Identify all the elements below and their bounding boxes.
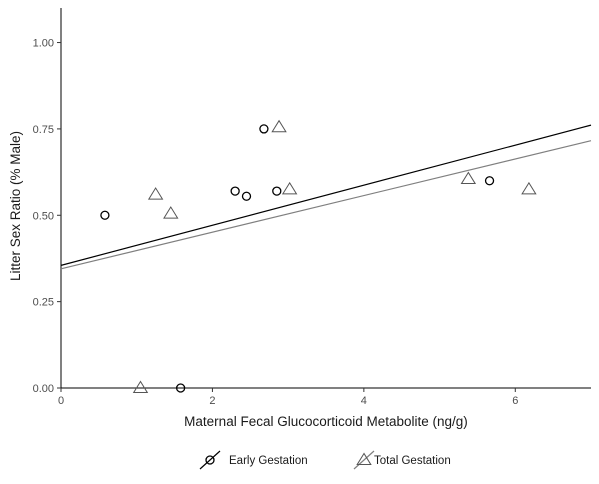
legend-key-early <box>199 450 221 470</box>
fit-lines <box>60 124 592 270</box>
y-tick-label: 0.50 <box>33 210 54 222</box>
y-tick-label: 0.00 <box>33 383 54 395</box>
data-points <box>100 119 537 394</box>
y-tick-label: 0.75 <box>33 124 54 136</box>
y-tick-label: 1.00 <box>33 38 54 50</box>
legend-line-early <box>199 450 221 470</box>
data-point-total <box>521 181 537 195</box>
data-point-early <box>272 186 282 196</box>
x-tick-label: 0 <box>58 395 64 407</box>
legend: Early Gestation Total Gestation <box>199 450 451 470</box>
fit-line-total <box>60 140 592 270</box>
data-point-early <box>100 210 110 220</box>
legend-line-total <box>353 450 375 470</box>
data-point-early <box>175 383 186 393</box>
data-point-total <box>132 380 149 394</box>
data-point-total <box>147 187 164 200</box>
data-point-early <box>230 186 240 196</box>
data-point-total <box>460 171 477 185</box>
x-tick-label: 2 <box>209 395 215 407</box>
legend-key-total <box>353 450 375 470</box>
x-axis-title: Maternal Fecal Glucocorticoid Metabolite… <box>184 414 468 429</box>
legend-marker-early <box>205 455 215 465</box>
data-point-early <box>259 124 269 134</box>
legend-label-total: Total Gestation <box>374 455 451 467</box>
axes: 0.00 0.25 0.50 0.75 1.00 0 2 4 6 <box>33 8 591 407</box>
data-point-total <box>281 181 298 195</box>
data-point-early <box>484 176 495 186</box>
fit-line-early <box>60 124 592 266</box>
x-tick-label: 4 <box>361 395 367 407</box>
y-tick-label: 0.25 <box>33 297 54 309</box>
y-axis-title: Litter Sex Ratio (% Male) <box>8 131 23 281</box>
data-point-early <box>241 191 252 201</box>
data-point-total <box>271 119 287 133</box>
data-point-total <box>163 206 179 219</box>
legend-label-early: Early Gestation <box>229 455 308 467</box>
legend-marker-total <box>356 452 372 466</box>
x-tick-label: 6 <box>512 395 518 407</box>
